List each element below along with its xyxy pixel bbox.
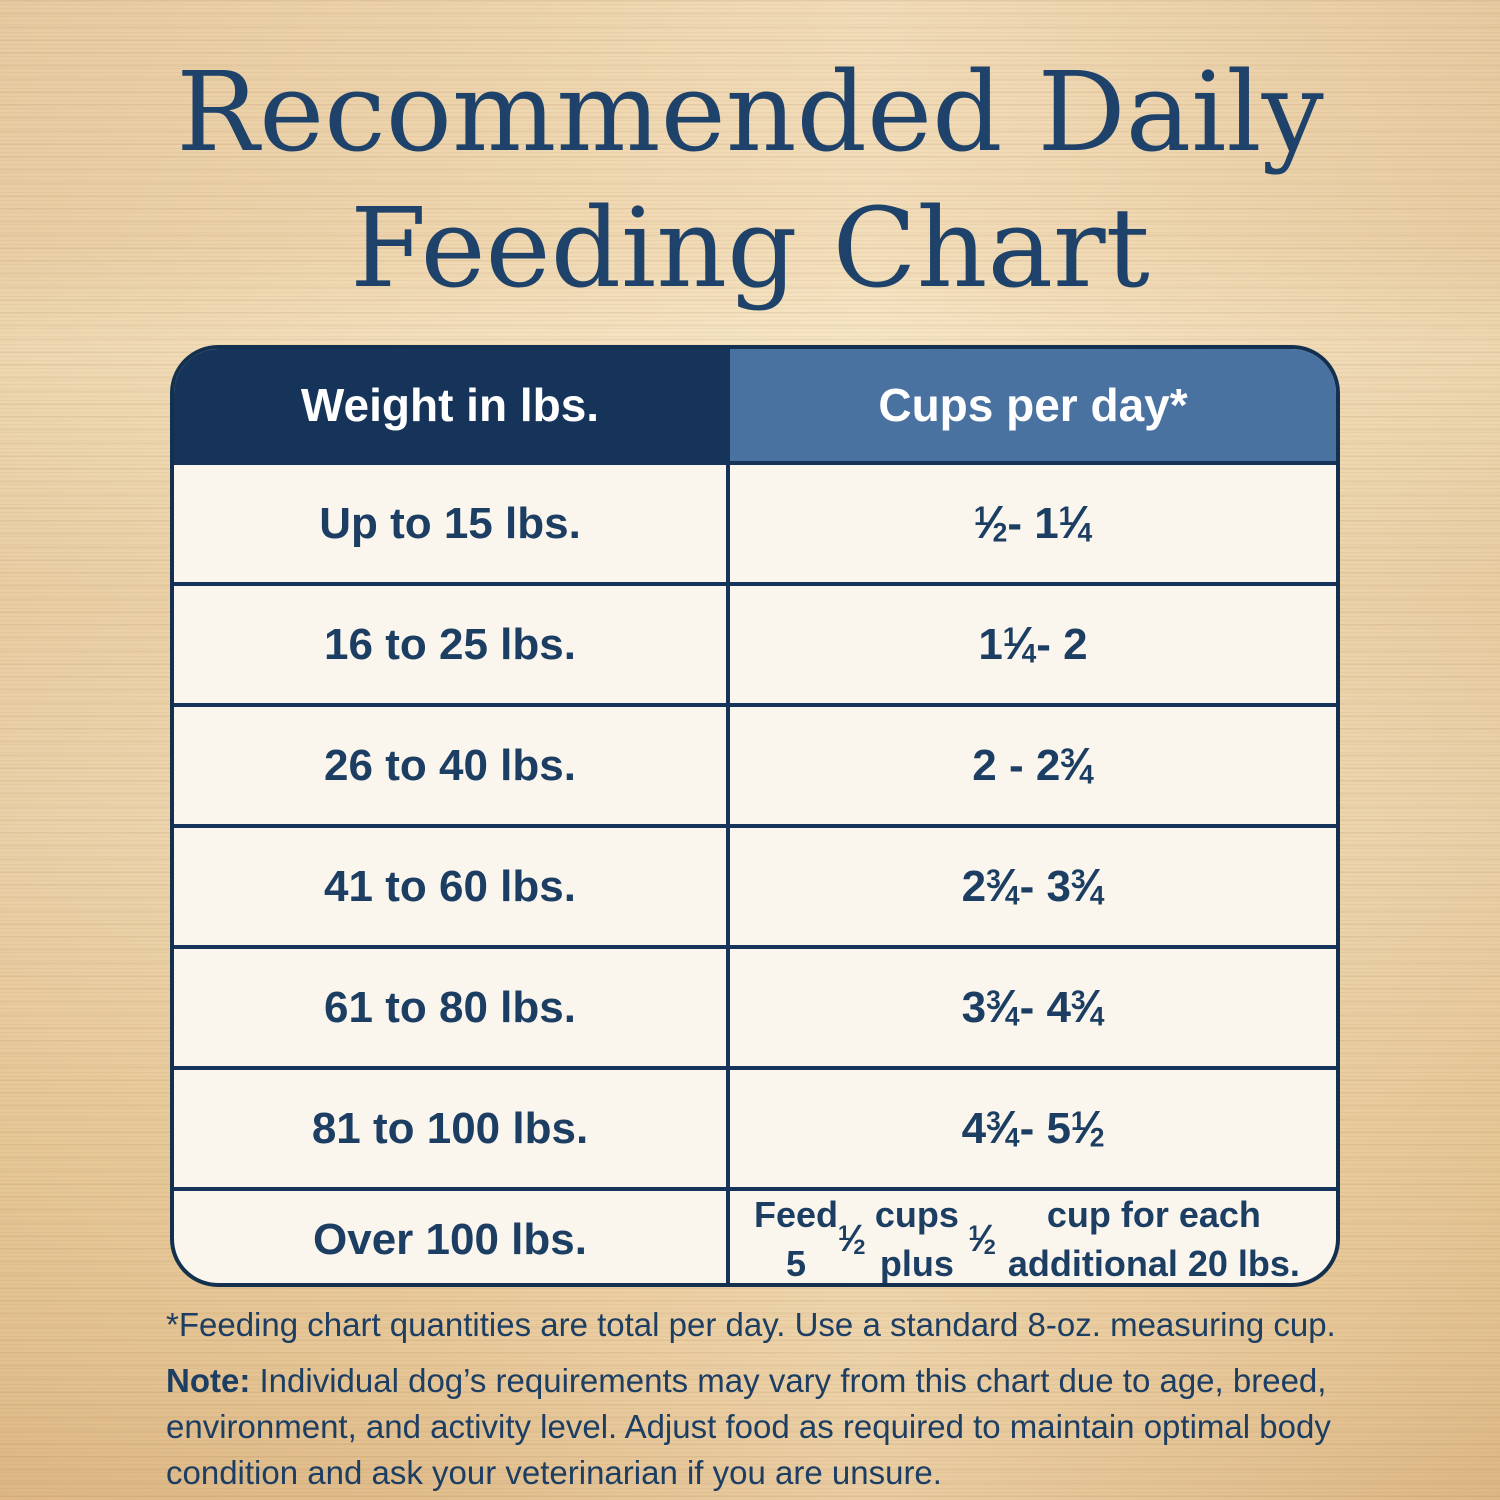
weight-cell: 26 to 40 lbs. (324, 740, 576, 790)
table-row: Over 100 lbs. Feed 5 1⁄2 cups plus 1⁄2 c… (174, 1187, 1336, 1283)
cups-cell: 4 3⁄4 - 5 1⁄2 (726, 1070, 1336, 1187)
cups-cell: 1 1⁄4 - 2 (726, 586, 1336, 703)
cups-cell: 3 3⁄4 - 4 3⁄4 (726, 949, 1336, 1066)
table-row: Up to 15 lbs. 1⁄2 - 1 1⁄4 (174, 461, 1336, 582)
page-title-line2: Feeding Chart (350, 184, 1150, 313)
footnote-asterisk: *Feeding chart quantities are total per … (166, 1306, 1336, 1343)
table-header-row: Weight in lbs. Cups per day* (174, 349, 1336, 461)
table-row: 26 to 40 lbs. 2 - 2 3⁄4 (174, 703, 1336, 824)
cups-cell: Feed 5 1⁄2 cups plus 1⁄2 cup for each ad… (726, 1191, 1336, 1283)
weight-cell: 16 to 25 lbs. (324, 619, 576, 669)
table-row: 41 to 60 lbs. 2 3⁄4 - 3 3⁄4 (174, 824, 1336, 945)
table-row: 61 to 80 lbs. 3 3⁄4 - 4 3⁄4 (174, 945, 1336, 1066)
weight-cell: Up to 15 lbs. (319, 498, 581, 548)
footnote-note: Note: Individual dog’s requirements may … (166, 1358, 1424, 1497)
cups-cell: 1⁄2 - 1 1⁄4 (726, 465, 1336, 582)
page-title: Recommended Daily Feeding Chart (0, 44, 1500, 317)
table-body: Up to 15 lbs. 1⁄2 - 1 1⁄4 16 to 25 lbs. … (174, 461, 1336, 1283)
note-text: Individual dog’s requirements may vary f… (166, 1362, 1331, 1492)
weight-cell: 81 to 100 lbs. (311, 1103, 589, 1153)
cups-cell: 2 3⁄4 - 3 3⁄4 (726, 828, 1336, 945)
page-title-line1: Recommended Daily (176, 48, 1324, 176)
header-cell-cups: Cups per day* (726, 349, 1336, 461)
note-label: Note: (166, 1362, 251, 1399)
weight-cell: Over 100 lbs. (313, 1214, 587, 1264)
header-cell-weight: Weight in lbs. (174, 349, 726, 461)
cups-cell: 2 - 2 3⁄4 (726, 707, 1336, 824)
weight-cell: 41 to 60 lbs. (324, 861, 576, 911)
weight-cell: 61 to 80 lbs. (324, 982, 576, 1032)
feeding-table: Weight in lbs. Cups per day* Up to 15 lb… (170, 345, 1340, 1287)
table-row: 81 to 100 lbs. 4 3⁄4 - 5 1⁄2 (174, 1066, 1336, 1187)
table-row: 16 to 25 lbs. 1 1⁄4 - 2 (174, 582, 1336, 703)
